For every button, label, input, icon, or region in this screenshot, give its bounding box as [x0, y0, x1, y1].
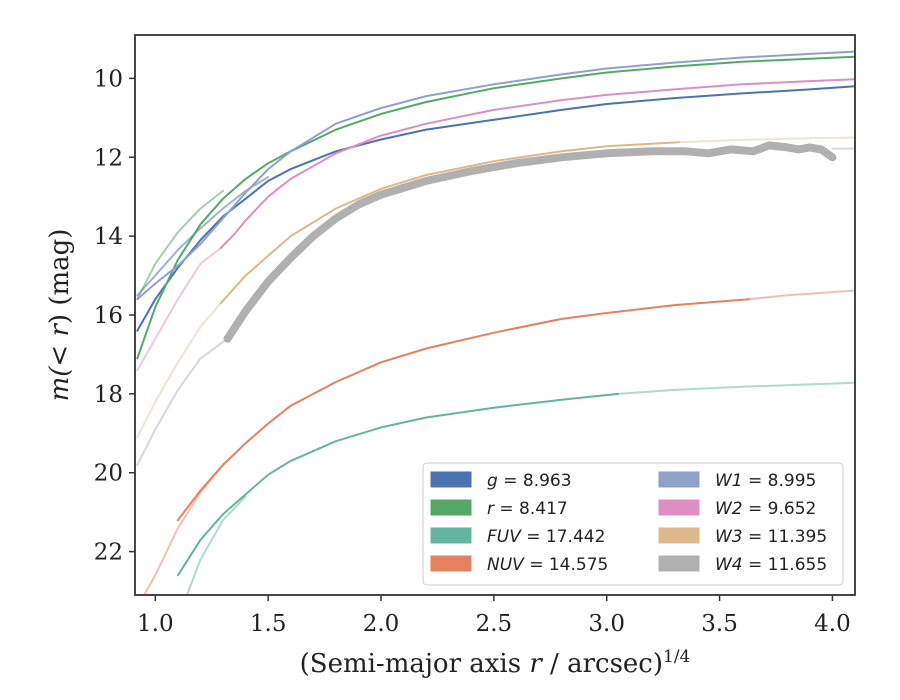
legend-series-name: W1 — [715, 471, 743, 491]
extension-g-0 — [136, 176, 270, 297]
legend-label-W1: W1 = 8.995 — [715, 471, 816, 491]
extension-W4-9 — [136, 337, 229, 466]
x-axis-label-unit: / arcsec) — [542, 649, 663, 679]
x-tick-label: 2.5 — [476, 611, 513, 637]
legend-series-name: W2 — [715, 499, 743, 519]
series-curves — [136, 50, 855, 577]
x-axis-label: (Semi-major axis r / arcsec)1/4 — [300, 647, 691, 679]
extension-NUV-5 — [747, 289, 855, 301]
legend-swatch-W4 — [658, 555, 700, 572]
series-line-FUV — [176, 392, 619, 577]
extension-FUV-3 — [617, 381, 855, 395]
legend-series-total: = 9.652 — [743, 499, 817, 519]
x-tick-label: 2.0 — [363, 611, 400, 637]
extension-W3-8 — [677, 136, 855, 144]
y-tick-label: 16 — [94, 303, 123, 329]
series-line-W2 — [219, 78, 855, 249]
series-line-W3 — [219, 141, 680, 305]
series-line-W4 — [223, 141, 837, 343]
x-axis-label-exponent: 1/4 — [663, 647, 690, 667]
legend-series-total: = 11.395 — [743, 527, 828, 547]
legend-series-total: = 11.655 — [743, 555, 828, 575]
y-tick-label: 18 — [94, 382, 123, 408]
legend-label-W2: W2 = 9.652 — [715, 499, 816, 519]
legend-series-total: = 8.417 — [494, 499, 568, 519]
series-line-r — [136, 55, 855, 360]
legend-swatch-NUV — [430, 555, 472, 572]
legend-frame — [422, 462, 844, 586]
y-axis-ticks: 10 12 14 16 18 20 22 — [94, 66, 135, 566]
y-axis-label: m(< r) (mag) — [45, 229, 75, 402]
legend-series-total: = 17.442 — [521, 527, 606, 547]
legend-swatch-W2 — [658, 499, 700, 516]
legend-swatch-r — [430, 499, 472, 516]
extension-W3-7 — [136, 302, 222, 439]
series-line-NUV — [176, 298, 750, 522]
y-tick-label: 20 — [94, 461, 123, 487]
x-tick-label: 1.5 — [250, 611, 287, 637]
legend-swatch-W3 — [658, 527, 700, 544]
legend-label-r: r = 8.417 — [487, 499, 568, 519]
legend-label-W3: W3 = 11.395 — [715, 527, 827, 547]
legend-label-W4: W4 = 11.655 — [715, 555, 827, 575]
y-tick-label: 14 — [94, 224, 123, 250]
x-tick-label: 3.0 — [588, 611, 625, 637]
legend-series-name: W3 — [715, 527, 743, 547]
legend-label-FUV: FUV = 17.442 — [487, 527, 605, 547]
series-line-W1 — [136, 50, 855, 301]
legend-series-total: = 8.995 — [743, 471, 817, 491]
x-axis-label-variable: r — [529, 649, 543, 679]
legend-series-name: NUV — [487, 555, 525, 575]
legend-label-g: g = 8.963 — [487, 471, 572, 491]
legend-series-name: g — [487, 471, 498, 491]
legend-series-name: r — [487, 499, 495, 519]
legend-swatch-W1 — [658, 471, 700, 488]
legend-swatch-FUV — [430, 527, 472, 544]
extension-r-1 — [136, 189, 224, 301]
y-tick-label: 12 — [94, 145, 123, 171]
y-axis-label-main: m(< — [45, 337, 75, 402]
y-axis-label-unit: ) (mag) — [45, 229, 75, 325]
y-tick-label: 22 — [94, 540, 123, 566]
faint-extension-curves — [136, 136, 855, 595]
x-axis-label-main: (Semi-major axis — [300, 649, 530, 679]
legend-label-NUV: NUV = 14.575 — [487, 555, 608, 575]
x-tick-label: 1.0 — [137, 611, 174, 637]
extension-FUV-2 — [185, 495, 247, 595]
y-axis-label-variable: r — [45, 323, 75, 337]
legend-series-name: W4 — [715, 555, 743, 575]
legend-series-total: = 8.963 — [498, 471, 572, 491]
extension-W2-6 — [136, 247, 222, 372]
x-tick-label: 3.5 — [701, 611, 738, 637]
y-tick-label: 10 — [94, 66, 123, 92]
x-axis-ticks: 1.0 1.5 2.0 2.5 3.0 3.5 4.0 — [137, 595, 851, 637]
legend-series-name: FUV — [487, 527, 522, 547]
legend-swatch-g — [430, 471, 472, 488]
legend-series-total: = 14.575 — [524, 555, 609, 575]
x-tick-label: 4.0 — [814, 611, 851, 637]
